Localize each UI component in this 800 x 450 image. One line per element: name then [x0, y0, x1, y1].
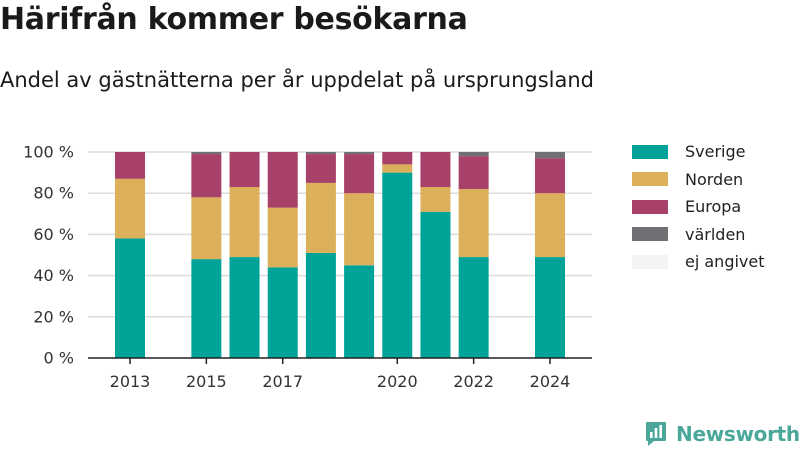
legend-label: ej angivet [685, 252, 765, 272]
bar-segment [305, 182, 336, 253]
bar-segment [382, 152, 413, 165]
x-tick-label: 2020 [377, 372, 418, 391]
bar-segment [420, 152, 451, 188]
legend-label: Europa [685, 197, 742, 217]
bar-segment [382, 164, 413, 173]
bar-segment [191, 259, 222, 358]
y-tick-label: 80 % [33, 184, 74, 203]
legend-item: Europa [632, 193, 765, 221]
bar-segment [305, 152, 336, 155]
bar-segment [305, 252, 336, 358]
bar-segment [458, 257, 489, 358]
bar-segment [267, 267, 298, 358]
bar-segment [191, 152, 222, 155]
bar-segment [305, 154, 336, 183]
newsworthy-logo-icon [646, 422, 666, 446]
y-tick-label: 60 % [33, 225, 74, 244]
legend-item: ej angivet [632, 248, 765, 276]
bar-segment [191, 197, 222, 260]
y-tick-label: 20 % [33, 307, 74, 326]
bar-segment [229, 257, 260, 358]
bar-segment [115, 178, 145, 239]
x-tick-label: 2022 [453, 372, 494, 391]
bar-segment [191, 154, 222, 198]
bar-segment [382, 172, 413, 358]
legend-label: världen [685, 224, 746, 244]
bar-segment [535, 152, 565, 159]
bar-segment [458, 156, 489, 190]
brand-logo: Newsworthy [645, 421, 800, 447]
legend-swatch [632, 144, 668, 159]
bar-segment [229, 187, 260, 258]
bar-segment [535, 193, 565, 258]
y-tick-label: 40 % [33, 266, 74, 285]
legend-swatch [632, 227, 668, 242]
bar-segment [535, 257, 565, 358]
legend-swatch [632, 199, 668, 214]
bar-segment [458, 189, 489, 258]
legend-item: Sverige [632, 138, 765, 166]
x-tick-label: 2015 [186, 372, 227, 391]
x-tick-label: 2024 [530, 372, 571, 391]
legend-swatch [632, 172, 668, 187]
bar-segment [420, 211, 451, 358]
legend-label: Sverige [685, 142, 746, 162]
bar-segment [344, 193, 375, 266]
brand-name: Newsworthy [676, 422, 800, 446]
x-tick-label: 2013 [110, 372, 151, 391]
bar-segment [420, 187, 451, 212]
y-tick-label: 0 % [44, 349, 74, 368]
bar-segment [344, 152, 375, 155]
chart-subtitle: Andel av gästnätterna per år uppdelat på… [0, 68, 594, 92]
bar-segment [535, 158, 565, 194]
chart-legend: Sverige Norden Europa världen ej angivet [632, 138, 765, 276]
bar-segment [229, 152, 260, 188]
bar-segment [458, 152, 489, 157]
bar-segment [115, 152, 145, 179]
x-tick-label: 2017 [262, 372, 303, 391]
bar-segment [344, 154, 375, 194]
chart-title: Härifrån kommer besökarna [0, 2, 468, 37]
legend-label: Norden [685, 169, 744, 189]
legend-swatch [632, 254, 668, 269]
legend-item: Norden [632, 166, 765, 194]
legend-item: världen [632, 221, 765, 249]
bar-segment [344, 265, 375, 358]
bar-segment [267, 207, 298, 268]
bar-segment [267, 152, 298, 208]
y-tick-label: 100 % [23, 143, 74, 162]
bar-segment [115, 238, 145, 358]
